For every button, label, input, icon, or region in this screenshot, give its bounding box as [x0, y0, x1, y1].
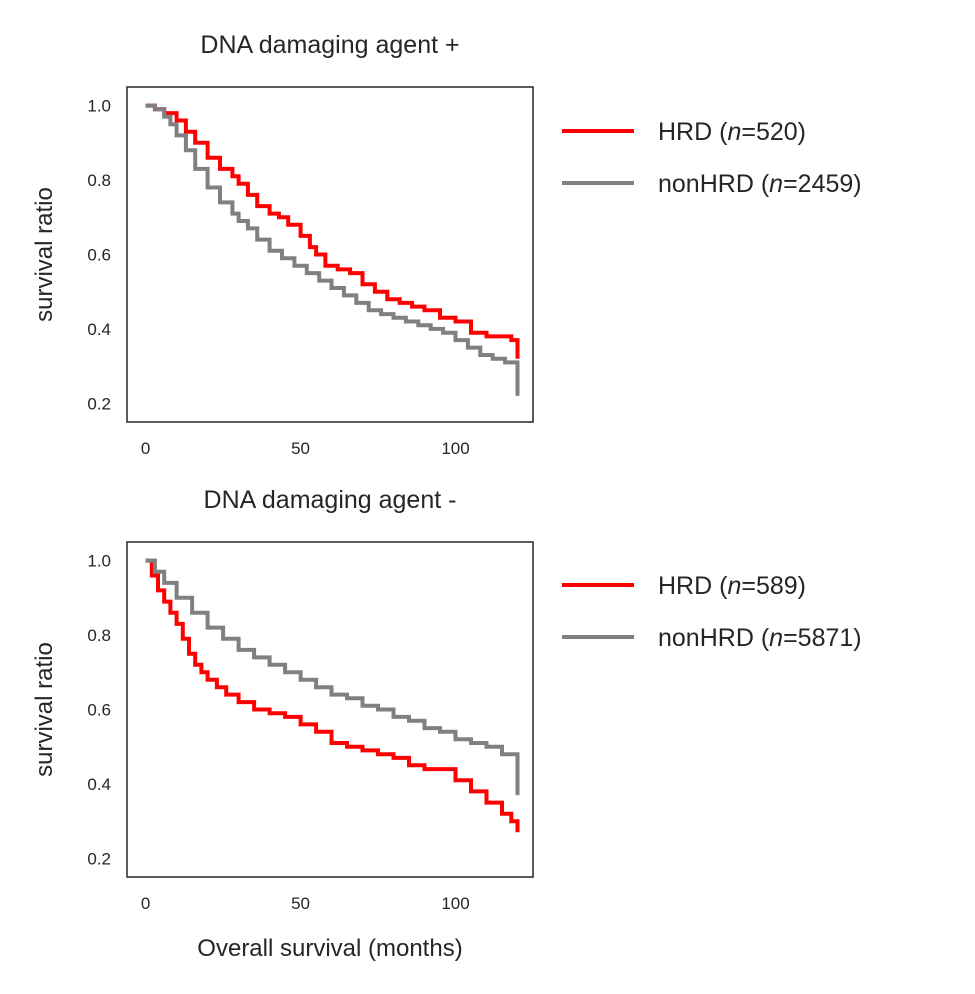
- legend-entry: HRD (n=589): [658, 572, 806, 600]
- legend-entry-prefix: HRD (: [658, 118, 728, 146]
- plot-frame: [126, 541, 534, 878]
- y-axis-label: survival ratio: [31, 642, 58, 777]
- legend-entry: nonHRD (n=2459): [658, 170, 862, 198]
- legend-entry: HRD (n=520): [658, 118, 806, 146]
- y-tick-label: 0.4: [87, 320, 111, 339]
- legend-entry-prefix: nonHRD (: [658, 624, 770, 652]
- y-tick-label: 0.2: [87, 394, 111, 413]
- x-tick-label: 100: [441, 439, 469, 458]
- x-tick-label: 0: [141, 894, 150, 913]
- x-tick-label: 50: [291, 894, 310, 913]
- x-tick-label: 50: [291, 439, 310, 458]
- legend-entry-prefix: HRD (: [658, 572, 728, 600]
- y-tick-label: 1.0: [87, 97, 111, 116]
- legend-entry-prefix: nonHRD (: [658, 170, 770, 198]
- x-tick-label: 100: [441, 894, 469, 913]
- series-line-nonhrd: [145, 558, 520, 796]
- panel-dna-damaging-agent-minus: DNA damaging agent - 0 50 100 0.2 0.4 0.6 0.8 1.…: [31, 486, 862, 962]
- y-tick-label: 0.6: [87, 701, 111, 720]
- chart-title: DNA damaging agent +: [200, 31, 459, 59]
- y-tick-label: 0.8: [87, 626, 111, 645]
- y-tick-label: 0.6: [87, 246, 111, 265]
- y-tick-label: 0.2: [87, 849, 111, 868]
- legend-entry-n: n: [727, 118, 741, 146]
- x-axis-label: Overall survival (months): [197, 935, 462, 962]
- legend-entry-suffix: =2459): [783, 170, 862, 198]
- plot-frame: [126, 86, 534, 423]
- series-line-nonhrd: [145, 103, 520, 396]
- legend-entry: nonHRD (n=5871): [658, 624, 862, 652]
- chart-title: DNA damaging agent -: [204, 486, 457, 514]
- y-tick-label: 0.4: [87, 775, 111, 794]
- legend-entry-n: n: [727, 572, 741, 600]
- series-line-hrd: [145, 103, 520, 359]
- legend-entry-suffix: =520): [741, 118, 806, 146]
- panel-dna-damaging-agent-plus: DNA damaging agent + 0 50 100 0.2 0.4 0.6 0.8 1.…: [31, 31, 862, 458]
- legend-entry-n: n: [769, 170, 783, 198]
- legend-entry-n: n: [769, 624, 783, 652]
- legend: HRD (n=589)nonHRD (n=5871): [562, 572, 862, 652]
- series-line-hrd: [145, 558, 520, 833]
- y-tick-label: 1.0: [87, 552, 111, 571]
- y-axis-label: survival ratio: [31, 187, 58, 322]
- legend-entry-suffix: =5871): [783, 624, 862, 652]
- y-tick-label: 0.8: [87, 171, 111, 190]
- legend: HRD (n=520)nonHRD (n=2459): [562, 118, 862, 198]
- x-tick-label: 0: [141, 439, 150, 458]
- legend-entry-suffix: =589): [741, 572, 806, 600]
